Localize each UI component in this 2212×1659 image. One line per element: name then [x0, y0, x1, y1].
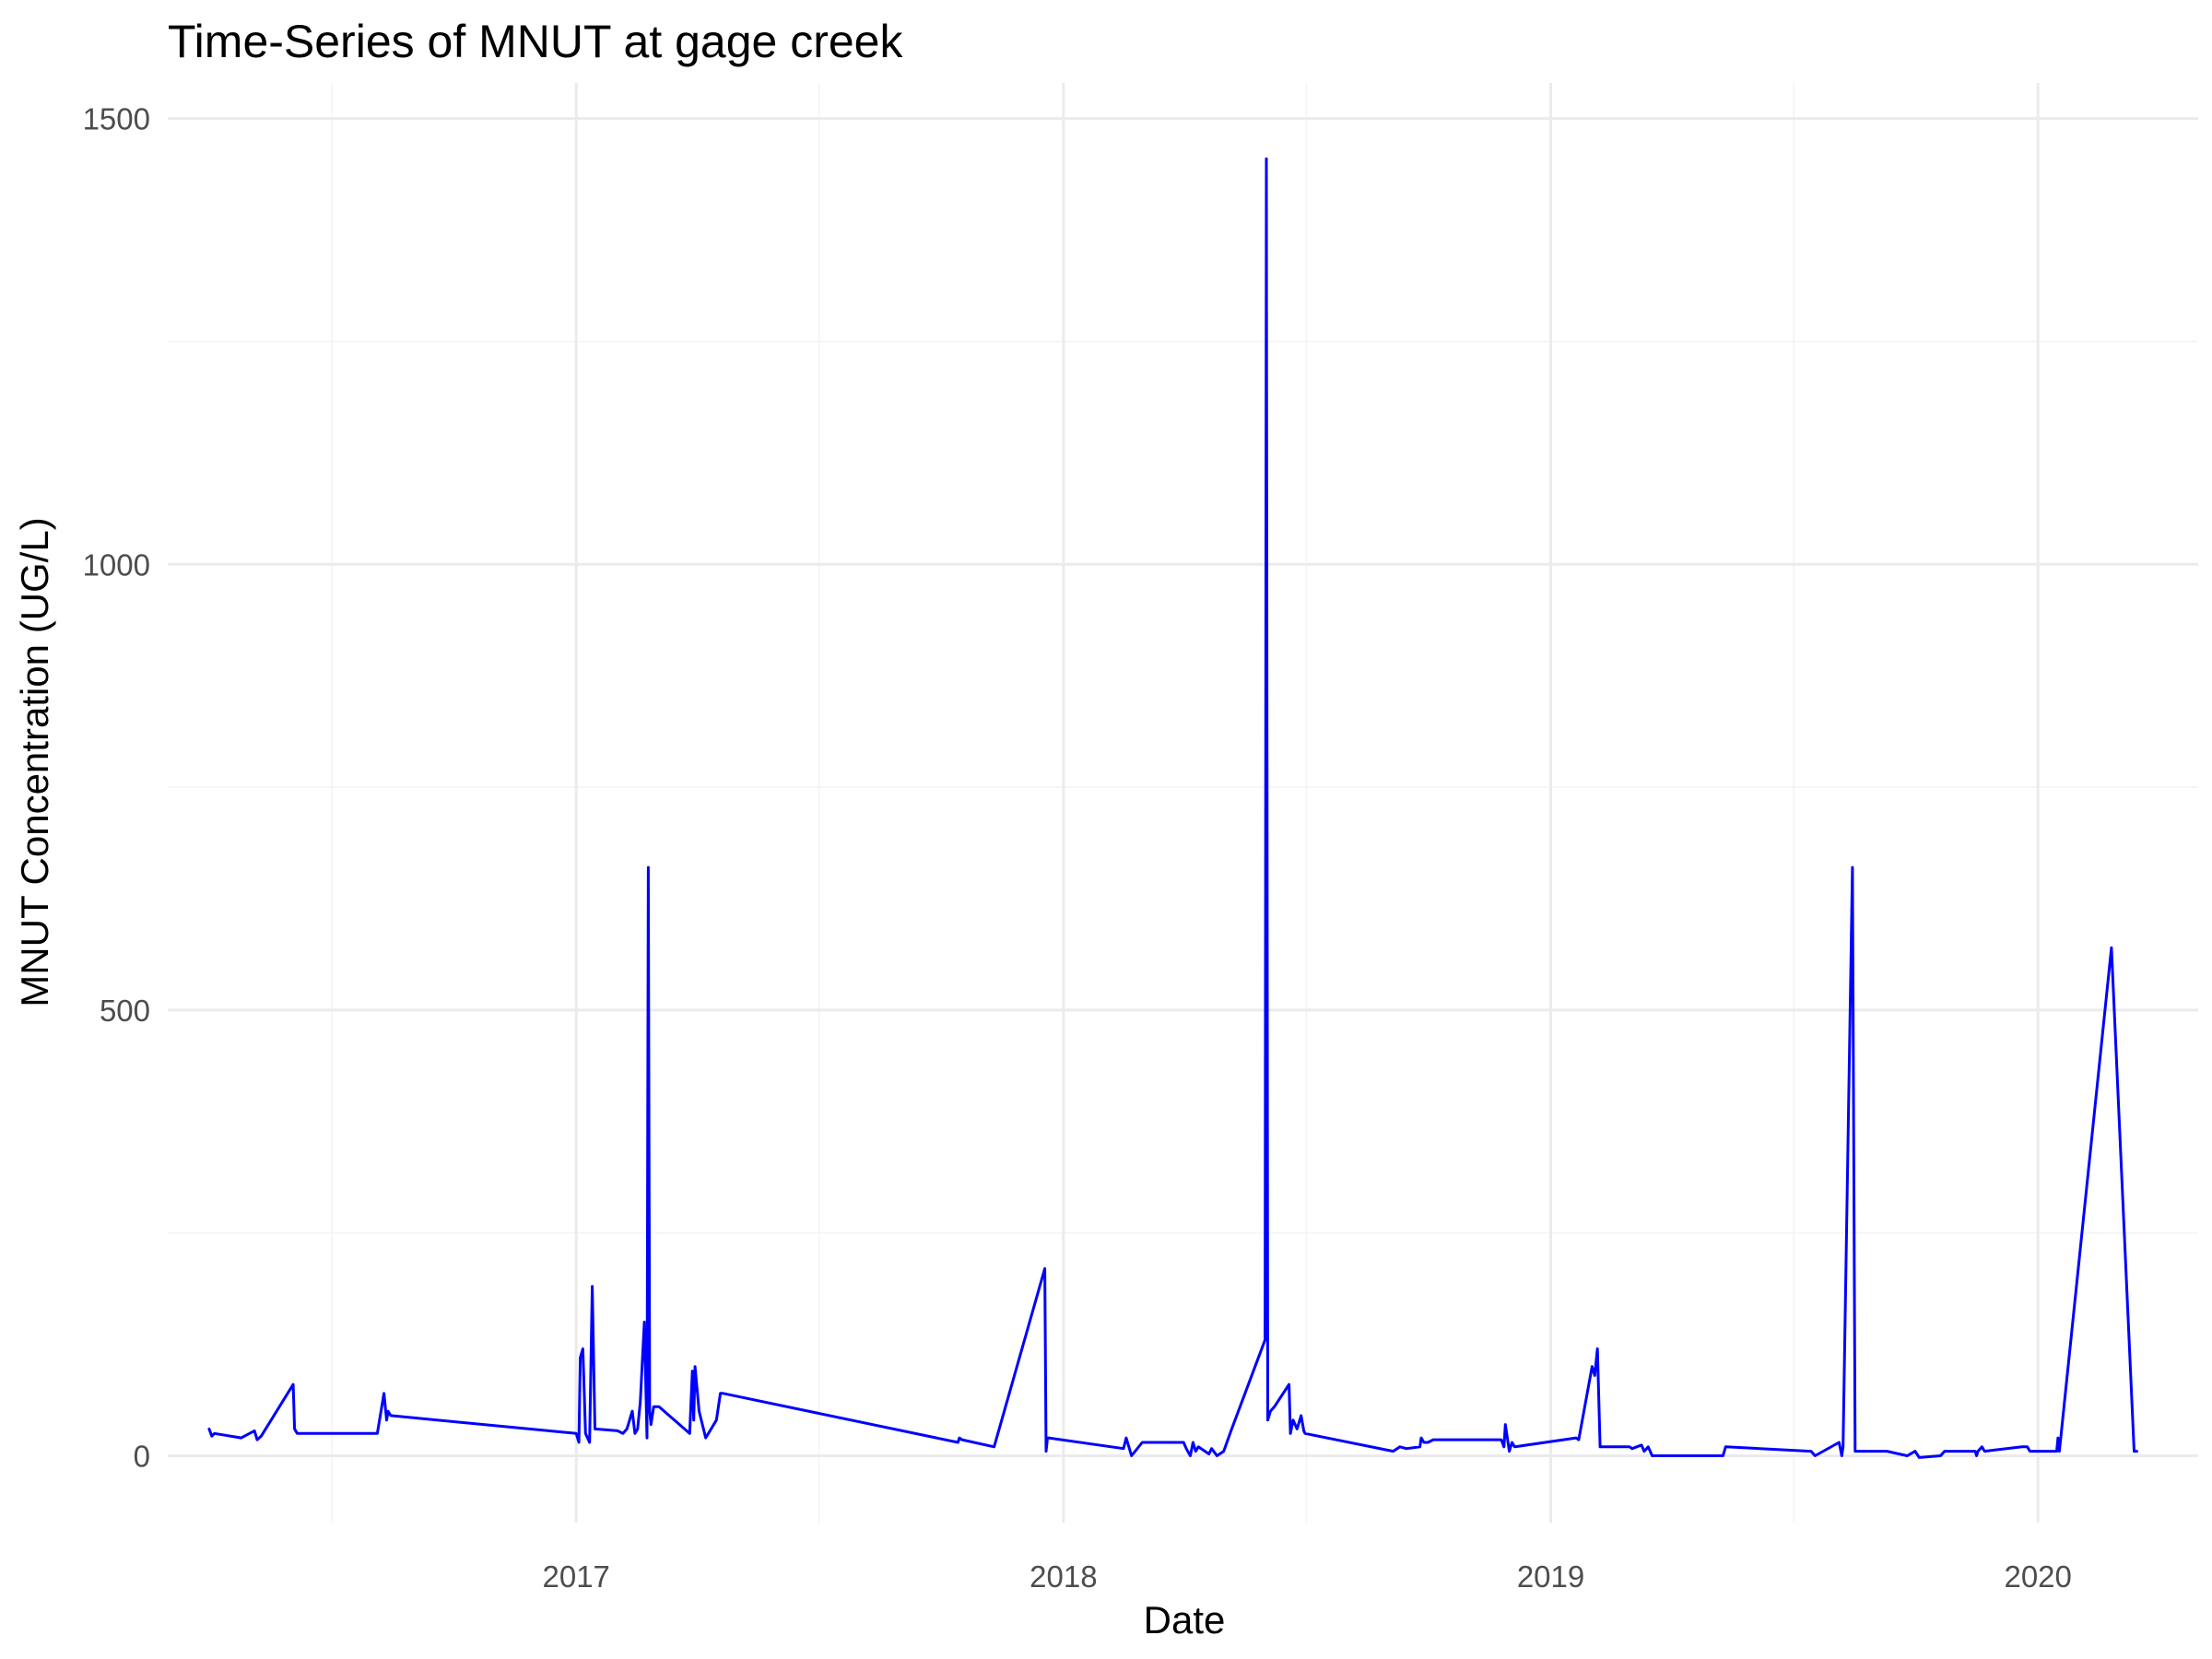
y-axis-title: MNUT Concentration (UG/L) — [13, 517, 56, 1006]
x-tick-label: 2020 — [2004, 1559, 2071, 1594]
x-axis-ticks: 2017 2018 2019 2020 — [542, 1559, 2071, 1594]
x-axis-title: Date — [1144, 1598, 1226, 1641]
y-axis-ticks: 0 500 1000 1500 — [83, 102, 150, 1474]
series-line-0 — [207, 157, 2138, 1459]
plot-panel — [168, 83, 2198, 1523]
x-tick-label: 2018 — [1030, 1559, 1097, 1594]
y-tick-label: 0 — [134, 1439, 150, 1473]
y-tick-label: 1500 — [83, 102, 150, 136]
y-tick-label: 1000 — [83, 547, 150, 582]
y-tick-label: 500 — [100, 994, 150, 1028]
chart-title: Time-Series of MNUT at gage creek — [168, 16, 903, 67]
series-layer — [207, 157, 2138, 1459]
x-tick-label: 2019 — [1517, 1559, 1584, 1594]
gridlines — [168, 83, 2198, 1523]
x-tick-label: 2017 — [542, 1559, 609, 1594]
